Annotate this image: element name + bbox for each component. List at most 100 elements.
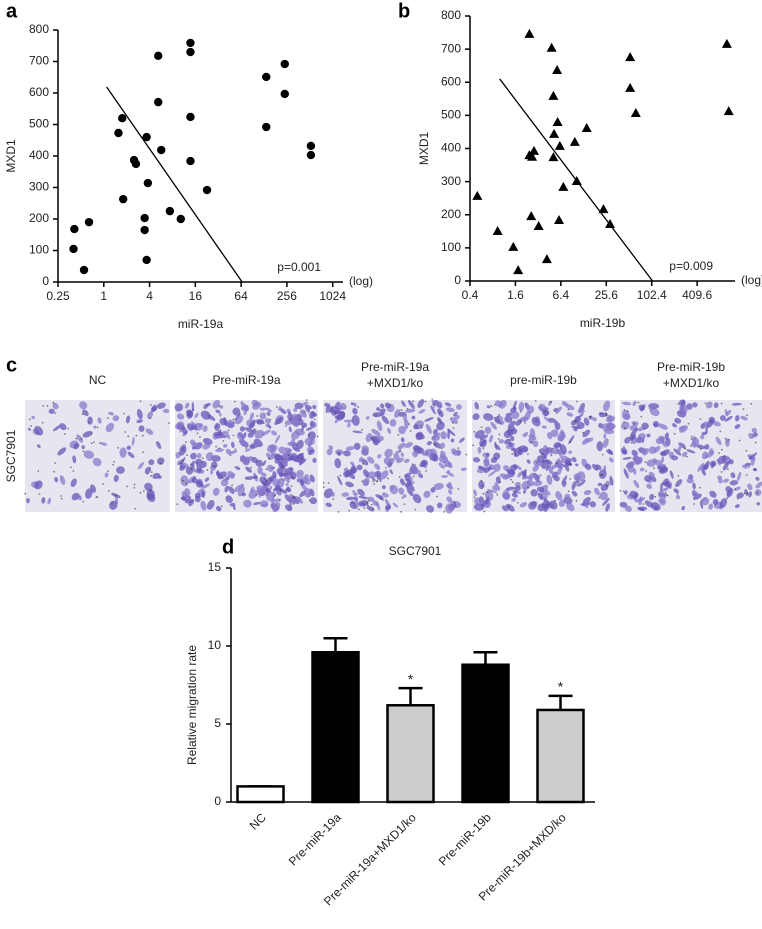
point: [554, 140, 565, 150]
cell: [352, 430, 363, 434]
x-axis-label: miR-19a: [178, 317, 224, 331]
cell: [696, 444, 706, 450]
point: [548, 90, 559, 100]
cell: [747, 483, 753, 491]
pore: [192, 408, 195, 411]
pore: [53, 470, 55, 473]
cell: [367, 456, 375, 464]
cell: [487, 489, 498, 494]
cell: [660, 456, 665, 465]
cell: [353, 496, 359, 502]
pore: [385, 466, 387, 469]
pore: [582, 432, 585, 434]
point: [143, 178, 153, 188]
cell: [70, 478, 77, 487]
cell: [510, 447, 516, 451]
cell: [259, 407, 267, 411]
pore: [637, 401, 640, 404]
chart-title: SGC7901: [389, 544, 442, 558]
cell: [642, 448, 649, 456]
cell: [331, 409, 338, 416]
pore: [490, 405, 493, 407]
cell: [426, 505, 435, 513]
pore: [269, 418, 272, 421]
point: [598, 204, 609, 214]
cell: [555, 463, 560, 468]
cell: [202, 425, 208, 432]
cell: [189, 439, 196, 446]
point: [118, 194, 128, 204]
cell: [519, 502, 528, 508]
cell: [371, 428, 381, 436]
pore: [373, 483, 375, 485]
cell: [513, 406, 517, 411]
cell: [646, 459, 657, 467]
cell: [264, 477, 273, 486]
pore: [438, 419, 441, 422]
cell: [744, 462, 752, 467]
cell: [558, 449, 562, 459]
point: [721, 38, 732, 48]
cell: [528, 501, 537, 510]
pore: [72, 470, 75, 472]
cell: [701, 431, 708, 436]
pore: [542, 410, 545, 413]
pore: [544, 409, 547, 412]
pore: [482, 492, 485, 495]
cell: [372, 500, 379, 507]
cell: [711, 462, 716, 467]
x-tick-label: 409.6: [682, 288, 712, 302]
cell: [439, 442, 446, 450]
cell: [404, 482, 411, 488]
cell: [718, 478, 723, 484]
cell: [296, 469, 304, 479]
pore: [690, 444, 692, 447]
cell: [489, 434, 494, 443]
column-label: Pre-miR-19b: [657, 360, 725, 374]
cell: [26, 497, 30, 504]
cell: [234, 415, 244, 425]
cell: [298, 458, 307, 466]
cell: [474, 402, 479, 410]
pore: [182, 479, 185, 482]
cell: [487, 466, 492, 471]
pore: [322, 486, 325, 489]
cell: [380, 470, 389, 480]
cell: [136, 419, 143, 424]
pore: [738, 439, 741, 442]
cell: [644, 475, 651, 482]
pore: [362, 462, 364, 465]
cell: [478, 480, 485, 490]
pore: [102, 483, 104, 486]
pore: [229, 454, 232, 457]
pore: [181, 459, 184, 462]
cell: [621, 449, 628, 455]
pore: [256, 415, 259, 417]
pore: [400, 510, 403, 513]
cell: [574, 479, 581, 487]
cell: [90, 484, 97, 493]
pore: [37, 470, 40, 472]
cell: [728, 459, 734, 465]
cell: [296, 453, 304, 463]
point: [176, 214, 185, 224]
pore: [262, 422, 265, 425]
cell: [619, 501, 628, 508]
pore: [332, 498, 335, 501]
cell: [57, 447, 67, 456]
pore: [555, 412, 558, 414]
pore: [30, 425, 33, 427]
cell: [146, 411, 153, 420]
pore: [516, 501, 519, 504]
cell: [734, 504, 740, 509]
cell: [624, 505, 632, 512]
cell: [448, 489, 453, 495]
cell: [337, 475, 343, 486]
cell: [376, 407, 381, 412]
point: [527, 151, 538, 161]
cell: [737, 471, 742, 482]
cell: [202, 437, 213, 445]
cell: [474, 497, 481, 505]
x-tick-label: 0.4: [462, 288, 479, 302]
cell: [259, 412, 267, 420]
